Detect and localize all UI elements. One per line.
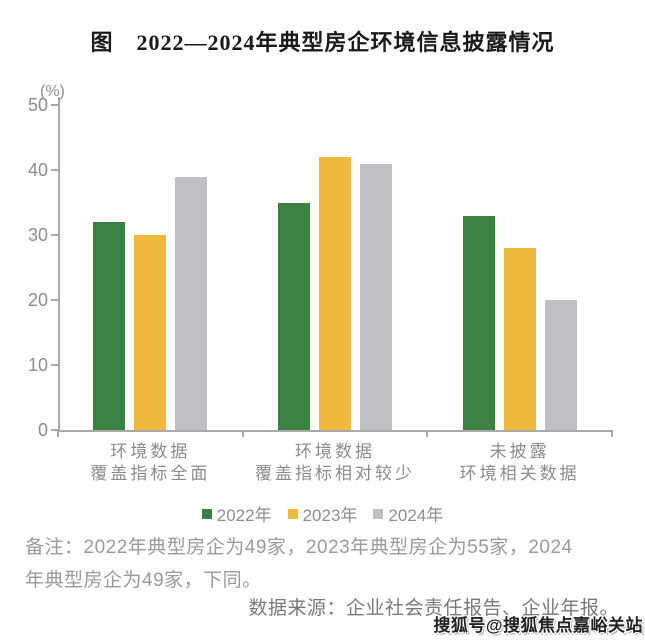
legend-swatch-icon — [373, 508, 384, 519]
legend-label: 2023年 — [302, 506, 358, 525]
bar-2023年-group1 — [134, 235, 167, 430]
data-source-note: 数据来源：企业社会责任报告、企业年报。 — [248, 598, 619, 619]
y-tick-label: 0 — [37, 420, 48, 440]
y-tick-mark — [51, 104, 58, 106]
bar-2024年-group3 — [544, 300, 577, 430]
legend-item-2024年: 2024年 — [373, 501, 443, 526]
y-tick-mark — [51, 234, 58, 236]
x-tick-mark — [241, 430, 244, 437]
bar-2024年-group2 — [360, 163, 392, 430]
y-tick-label: 20 — [27, 290, 48, 310]
x-tick-mark — [57, 430, 59, 437]
y-axis-line — [58, 97, 60, 431]
legend: 2022年 2023年 2024年 — [0, 501, 645, 526]
y-tick-label: 30 — [27, 225, 48, 245]
y-tick-label: 10 — [27, 355, 48, 375]
bar-2022年-group1 — [93, 222, 126, 430]
y-tick-mark — [51, 169, 58, 171]
y-tick-label: 50 — [27, 95, 48, 115]
y-axis-unit-label: (%) — [40, 83, 65, 100]
remark-note: 备注：2022年典型房企为49家，2023年典型房企为55家，2024 年典型房… — [25, 537, 573, 591]
y-tick-mark — [51, 364, 58, 366]
x-category-label: 环境数据 覆盖指标相对较少 — [255, 442, 415, 483]
x-category-label: 环境数据 覆盖指标全面 — [90, 442, 211, 483]
bar-2023年-group2 — [319, 157, 351, 430]
chart-title: 图 2022—2024年典型房企环境信息披露情况 — [90, 30, 555, 55]
x-category-label: 未披露 环境相关数据 — [459, 442, 580, 483]
legend-item-2023年: 2023年 — [287, 501, 358, 526]
legend-swatch-icon — [287, 508, 298, 519]
bar-2023年-group3 — [503, 248, 536, 430]
y-tick-mark — [51, 429, 58, 431]
bar-2022年-group2 — [278, 202, 310, 430]
watermark: 搜狐号@搜狐焦点嘉峪关站 — [433, 616, 643, 635]
x-axis-line — [58, 430, 613, 432]
legend-item-2022年: 2022年 — [201, 501, 272, 526]
bar-2024年-group1 — [175, 176, 208, 430]
bar-2022年-group3 — [462, 215, 495, 430]
legend-swatch-icon — [201, 508, 212, 519]
y-tick-mark — [51, 299, 58, 301]
x-tick-mark — [426, 430, 429, 437]
y-tick-label: 40 — [27, 160, 48, 180]
legend-label: 2022年 — [216, 506, 272, 525]
legend-label: 2024年 — [388, 506, 444, 525]
x-tick-mark — [611, 430, 613, 437]
